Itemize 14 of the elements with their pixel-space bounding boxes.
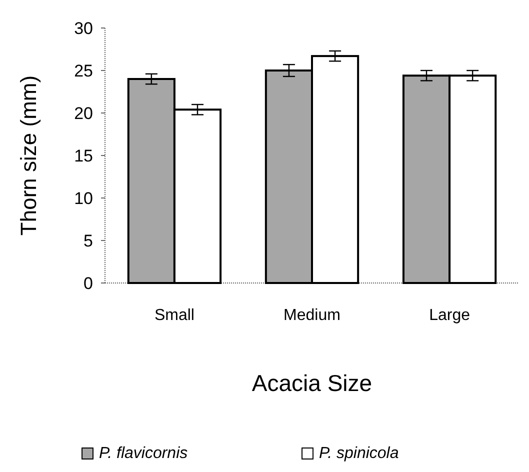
legend-label: P. spinicola bbox=[319, 445, 399, 462]
y-tick-label: 10 bbox=[74, 188, 93, 208]
legend-label: P. flavicornis bbox=[99, 445, 188, 462]
y-tick-label: 0 bbox=[84, 274, 93, 293]
y-tick-label: 5 bbox=[84, 231, 93, 250]
x-tick-label: Small bbox=[154, 307, 194, 324]
y-tick-label: 20 bbox=[74, 104, 93, 123]
y-tick-label: 25 bbox=[74, 61, 93, 80]
y-tick-label: 15 bbox=[74, 146, 93, 166]
x-tick-label: Medium bbox=[284, 307, 340, 324]
y-axis-title: Thorn size (mm) bbox=[16, 75, 41, 236]
y-tick-label: 30 bbox=[74, 18, 93, 38]
x-tick-label: Large bbox=[429, 307, 470, 324]
x-axis-title: Acacia Size bbox=[252, 370, 372, 396]
